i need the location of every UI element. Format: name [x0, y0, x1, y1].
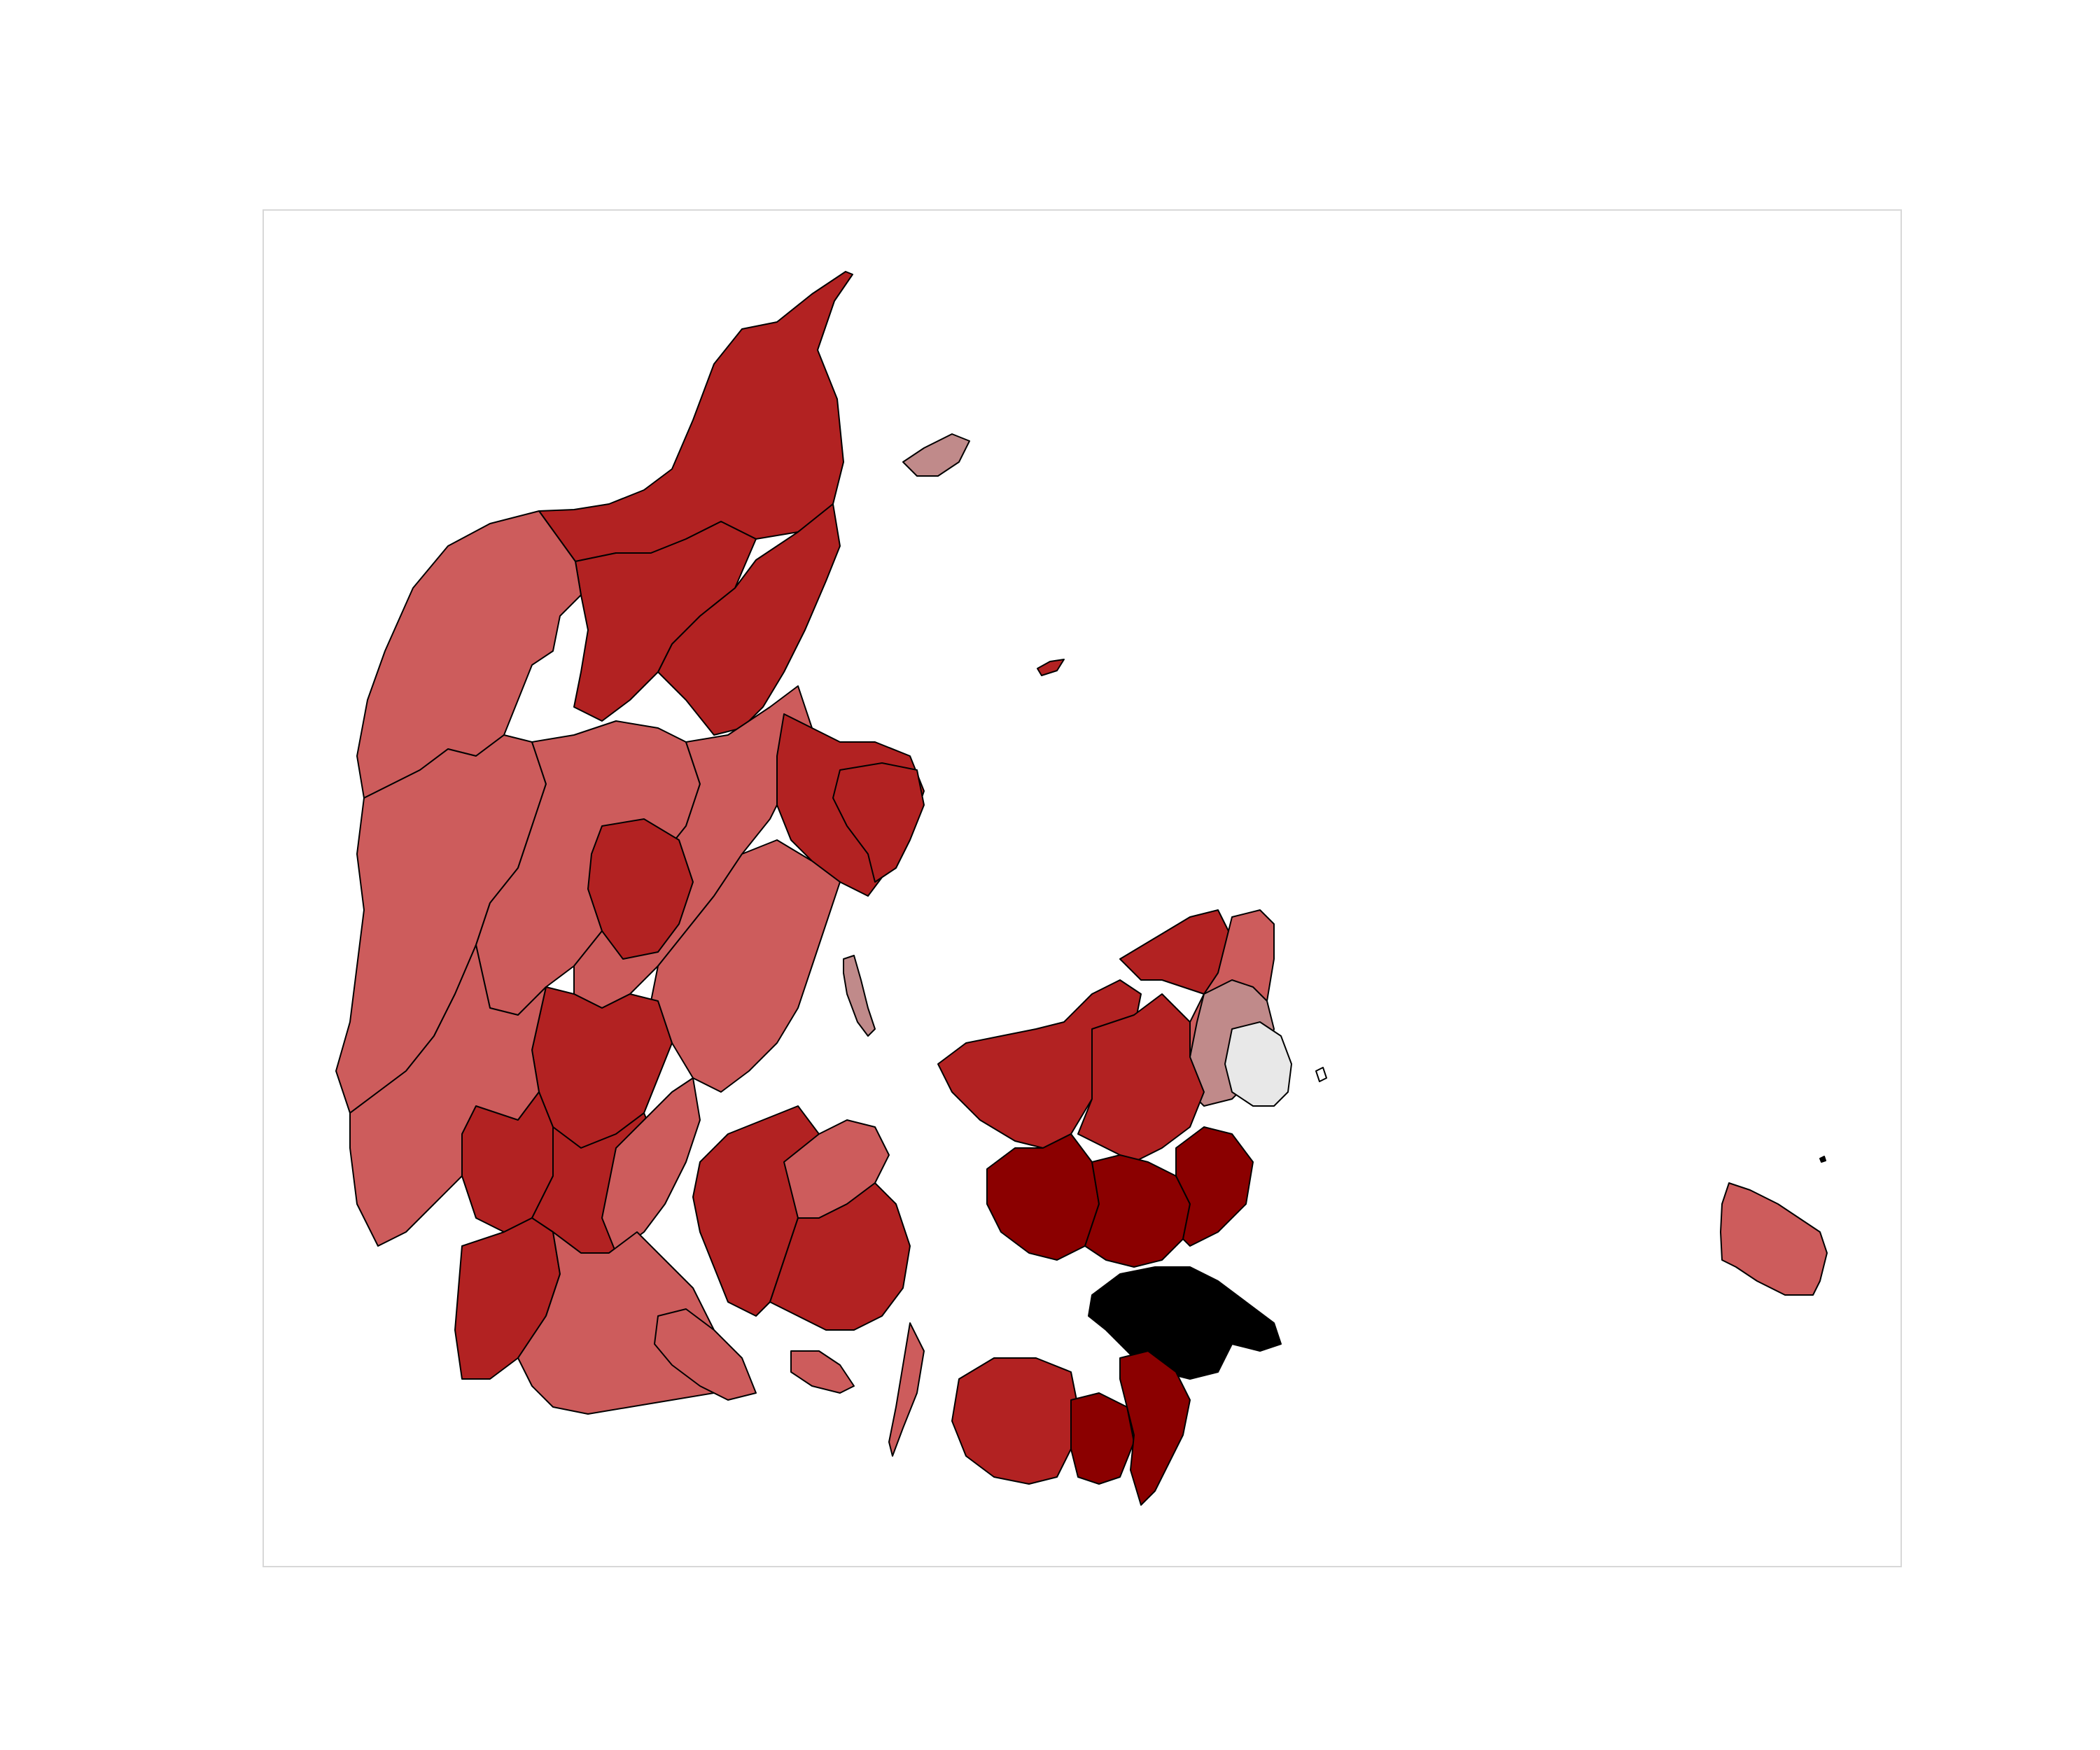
falster-east [1119, 1350, 1191, 1506]
falster-west [1070, 1392, 1135, 1485]
lolland [951, 1357, 1079, 1485]
samso [843, 955, 876, 1037]
zealand-south-west [986, 1133, 1100, 1261]
islet-east-of-zealand [1315, 1067, 1327, 1082]
central-jutland-inner [587, 818, 694, 960]
islet-christianso [1819, 1156, 1826, 1163]
laeso [902, 433, 970, 477]
zealand-central [1077, 993, 1205, 1163]
north-jutland-tip [538, 271, 853, 562]
north-jutland-east [657, 503, 841, 736]
copenhagen [1224, 1021, 1292, 1107]
axes-frame [262, 209, 1902, 1567]
anholt [1037, 659, 1065, 676]
langeland [888, 1322, 925, 1457]
small-islets [1315, 1067, 1826, 1163]
mon-area [1088, 1266, 1282, 1380]
bornholm [1720, 1182, 1828, 1296]
zealand-south [1084, 1154, 1191, 1268]
east-jutland [650, 839, 841, 1093]
zealand-south-east [1175, 1126, 1254, 1247]
djursland [832, 762, 925, 883]
funen-east [769, 1182, 911, 1331]
south-jutland-east [601, 1077, 701, 1254]
north-jutland-central [573, 521, 757, 722]
als [654, 1308, 757, 1401]
municipality-regions [335, 271, 1828, 1506]
aero [790, 1350, 855, 1394]
